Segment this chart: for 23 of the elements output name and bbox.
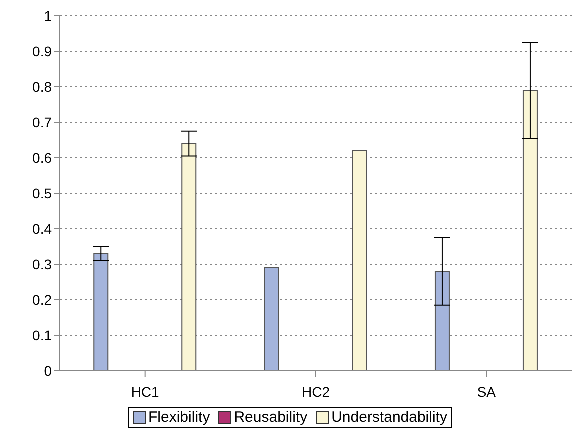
y-tick-label: 0.9 xyxy=(32,43,52,60)
y-tick-label: 0.3 xyxy=(32,256,52,272)
bar xyxy=(522,90,538,371)
legend-label: Reusability xyxy=(234,409,308,426)
y-tick-label: 0.7 xyxy=(32,114,52,130)
x-tick-label: HC1 xyxy=(131,384,160,400)
bar xyxy=(182,143,197,371)
y-tick-label: 0.4 xyxy=(32,220,52,237)
y-tick-label: 0 xyxy=(44,362,52,379)
bar xyxy=(264,268,280,371)
bar xyxy=(352,150,368,371)
bar xyxy=(434,271,450,371)
y-tick-label: 0.5 xyxy=(32,185,52,202)
x-tick-label: SA xyxy=(477,384,497,400)
x-tick-label: HC2 xyxy=(302,384,330,400)
y-tick-label: 1 xyxy=(44,8,52,24)
bar xyxy=(94,253,109,371)
legend-label: Understandability xyxy=(332,409,448,426)
y-tick-label: 0.6 xyxy=(32,150,52,166)
y-tick-label: 0.2 xyxy=(32,292,52,308)
legend-label: Flexibility xyxy=(148,409,210,426)
y-tick-label: 0.8 xyxy=(32,78,52,95)
y-tick-label: 0.1 xyxy=(32,327,52,344)
